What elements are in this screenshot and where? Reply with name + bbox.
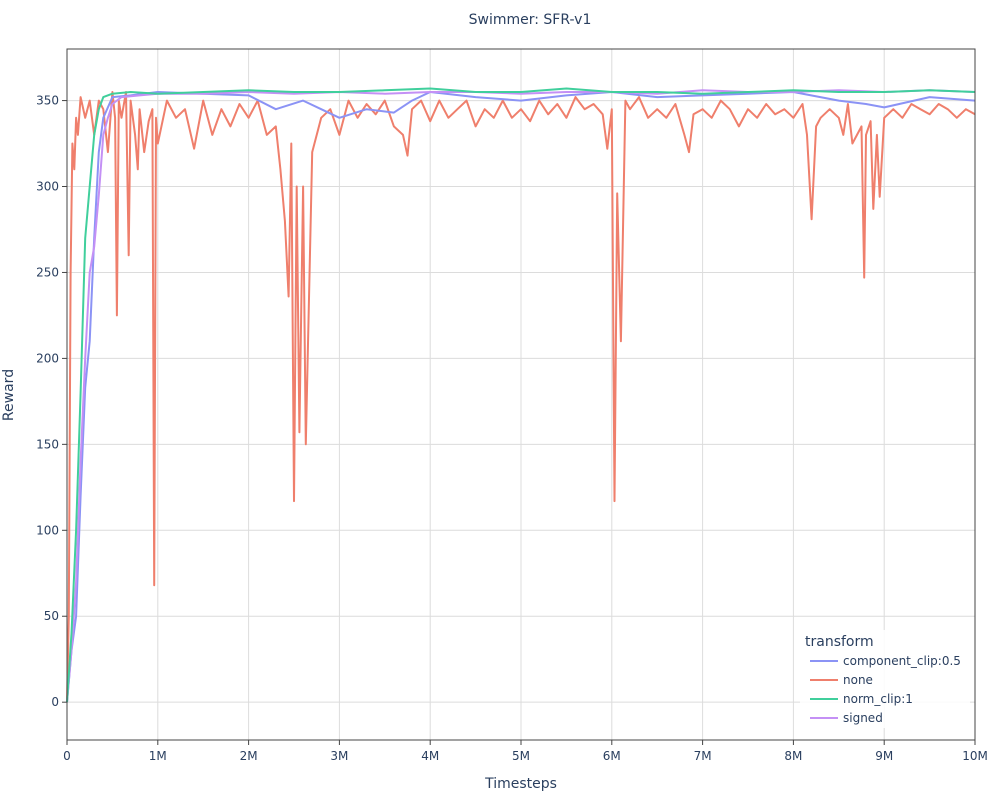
x-tick-label: 0 — [63, 749, 71, 763]
x-tick-label: 2M — [240, 749, 258, 763]
x-tick-label: 10M — [962, 749, 988, 763]
y-tick-label: 250 — [36, 265, 59, 279]
series-line-component-clip-0-5 — [66, 91, 976, 703]
x-tick-label: 4M — [421, 749, 439, 763]
legend-entry-label: none — [843, 673, 873, 687]
y-axis-title: Reward — [1, 369, 17, 421]
y-axis-ticks: 0 50 100 150 200 250 300 350 — [36, 94, 67, 709]
y-tick-label: 300 — [36, 180, 59, 194]
y-tick-label: 350 — [36, 94, 59, 108]
legend-entry-label: norm_clip:1 — [843, 692, 913, 706]
plot-series — [66, 87, 976, 703]
x-tick-label: 7M — [694, 749, 712, 763]
y-tick-label: 200 — [36, 351, 59, 365]
x-tick-label: 1M — [149, 749, 167, 763]
y-tick-label: 50 — [44, 609, 59, 623]
legend-entry-label: component_clip:0.5 — [843, 654, 961, 668]
legend-title: transform — [805, 634, 874, 650]
y-tick-label: 150 — [36, 437, 59, 451]
x-tick-label: 9M — [875, 749, 893, 763]
x-axis-ticks: 0 1M 2M 3M 4M 5M 6M 7M 8M 9M 10M — [63, 740, 988, 763]
series-line-none — [66, 91, 976, 703]
x-axis-title: Timesteps — [484, 776, 557, 792]
chart-title: Swimmer: SFR-v1 — [469, 12, 592, 28]
x-tick-label: 6M — [603, 749, 621, 763]
legend-entry-label: signed — [843, 711, 883, 725]
x-tick-label: 8M — [784, 749, 802, 763]
y-tick-label: 0 — [51, 695, 59, 709]
x-tick-label: 3M — [330, 749, 348, 763]
x-tick-label: 5M — [512, 749, 530, 763]
series-line-norm-clip-1 — [66, 87, 976, 703]
y-tick-label: 100 — [36, 523, 59, 537]
